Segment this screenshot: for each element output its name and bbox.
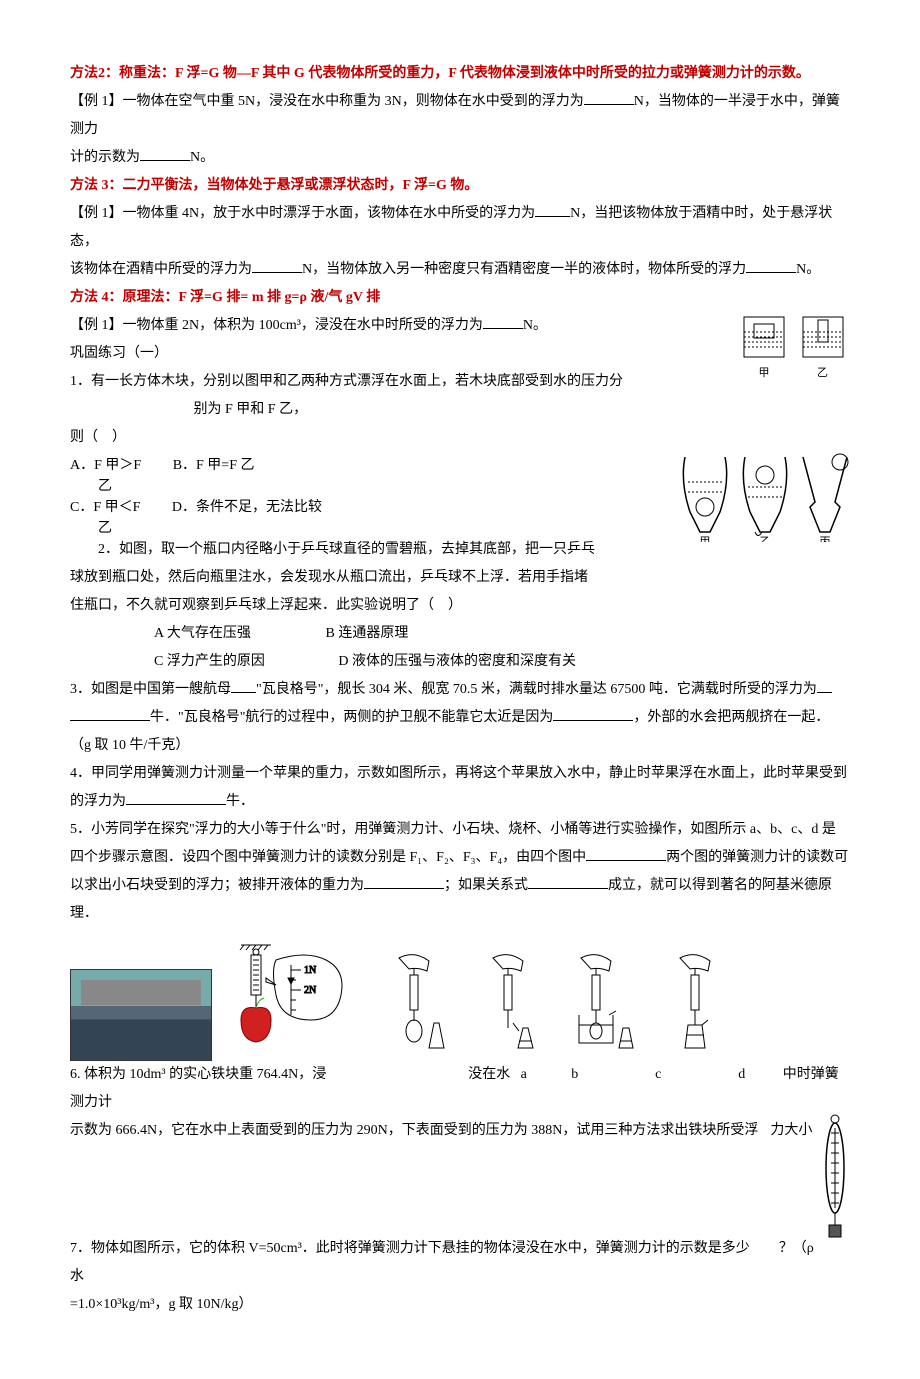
exp-b bbox=[463, 953, 553, 1061]
q5-line4: 理． bbox=[70, 900, 850, 928]
q1-figure: 甲 乙 bbox=[737, 312, 851, 387]
q3-line1: 3．如图是中国第一艘航母"瓦良格号"，舰长 304 米、舰宽 70.5 米，满载… bbox=[70, 676, 850, 704]
q5-line1: 5．小芳同学在探究"浮力的大小等于什么"时，用弹簧测力计、小石块、烧杯、小桶等进… bbox=[70, 816, 850, 844]
method4-heading: 方法 4：原理法：F 浮=G 排= m 排 g=ρ 液/气 gV 排 bbox=[70, 284, 850, 312]
q4-line1: 4．甲同学用弹簧测力计测量一个苹果的重力，示数如图所示，再将这个苹果放入水中，静… bbox=[70, 760, 850, 788]
practice-title: 巩固练习（一） bbox=[70, 340, 850, 368]
q2-line2: 球放到瓶口处，然后向瓶里注水，会发现水从瓶口流出，乒乓球不上浮．若用手指堵 bbox=[70, 564, 850, 592]
q4-line2: 的浮力为牛． bbox=[70, 788, 850, 816]
method3-ex1-line1: 【例 1】一物体重 4N，放于水中时漂浮于水面，该物体在水中所受的浮力为N，当把… bbox=[70, 200, 850, 256]
method2-heading: 方法2：称重法：F 浮=G 物—F 其中 G 代表物体所受的重力，F 代表物体浸… bbox=[70, 60, 850, 88]
q6-line1: 6. 体积为 10dm³ 的实心铁块重 764.4N，浸 没在水 a b c d… bbox=[70, 1061, 850, 1117]
q2-options-line2: C 浮力产生的原因 D 液体的压强与液体的密度和深度有关 bbox=[70, 648, 850, 676]
svg-text:1N: 1N bbox=[304, 965, 316, 976]
q2-line3: 住瓶口，不久就可观察到乒乓球上浮起来．此实验说明了（ ） bbox=[70, 592, 850, 620]
q6-line2: 示数为 666.4N，它在水中上表面受到的压力为 290N，下表面受到的压力为 … bbox=[70, 1117, 850, 1145]
svg-text:甲: 甲 bbox=[700, 536, 711, 542]
svg-text:丙: 丙 bbox=[820, 536, 831, 542]
q1-stem: 1．有一长方体木块，分别以图甲和乙两种方式漂浮在水面上，若木块底部受到水的压力分… bbox=[70, 368, 850, 424]
q7-line1: 7．物体如图所示，它的体积 V=50cm³．此时将弹簧测力计下悬挂的物体浸没在水… bbox=[70, 1235, 850, 1291]
exp-d bbox=[650, 953, 740, 1061]
svg-text:乙: 乙 bbox=[760, 535, 771, 542]
method3-ex1-line2: 该物体在酒精中所受的浮力为N，当物体放入另一种密度只有酒精密度一半的液体时，物体… bbox=[70, 256, 850, 284]
method2-ex1-line2: 计的示数为N。 bbox=[70, 144, 850, 172]
ship-image bbox=[70, 969, 212, 1061]
figure-row: 1N 2N bbox=[70, 940, 850, 1061]
q3-line2: 牛．"瓦良格号"航行的过程中，两侧的护卫舰不能靠它太近是因为，外部的水会把两舰挤… bbox=[70, 704, 850, 732]
apple-figure: 1N 2N bbox=[216, 940, 366, 1061]
q2-options-line1: A 大气存在压强 B 连通器原理 bbox=[70, 620, 850, 648]
method3-heading: 方法 3：二力平衡法，当物体处于悬浮或漂浮状态时，F 浮=G 物。 bbox=[70, 172, 850, 200]
method2-ex1-line1: 【例 1】一物体在空气中重 5N，浸没在水中称重为 3N，则物体在水中受到的浮力… bbox=[70, 88, 850, 144]
exp-a bbox=[369, 953, 459, 1061]
q1-stem2: 则（ ） bbox=[70, 424, 850, 452]
q2-figure: 甲 乙 丙 bbox=[670, 452, 850, 553]
q5-line3: 以求出小石块受到的浮力；被排开液体的重力为；如果关系式成立，就可以得到著名的阿基… bbox=[70, 872, 850, 900]
method4-ex1: 【例 1】一物体重 2N，体积为 100cm³，浸没在水中时所受的浮力为N。 bbox=[70, 312, 850, 340]
q7-spring-figure bbox=[820, 1113, 850, 1254]
q5-line2: 四个步骤示意图．设四个图中弹簧测力计的读数分别是 F₁、F₂、F₃、F₄，由四个… bbox=[70, 844, 850, 872]
q7-line2: =1.0×10³kg/m³，g 取 10N/kg） bbox=[70, 1291, 850, 1319]
svg-text:2N: 2N bbox=[304, 985, 316, 996]
exp-c bbox=[556, 953, 646, 1061]
q3-line3: （g 取 10 牛/千克） bbox=[70, 732, 850, 760]
